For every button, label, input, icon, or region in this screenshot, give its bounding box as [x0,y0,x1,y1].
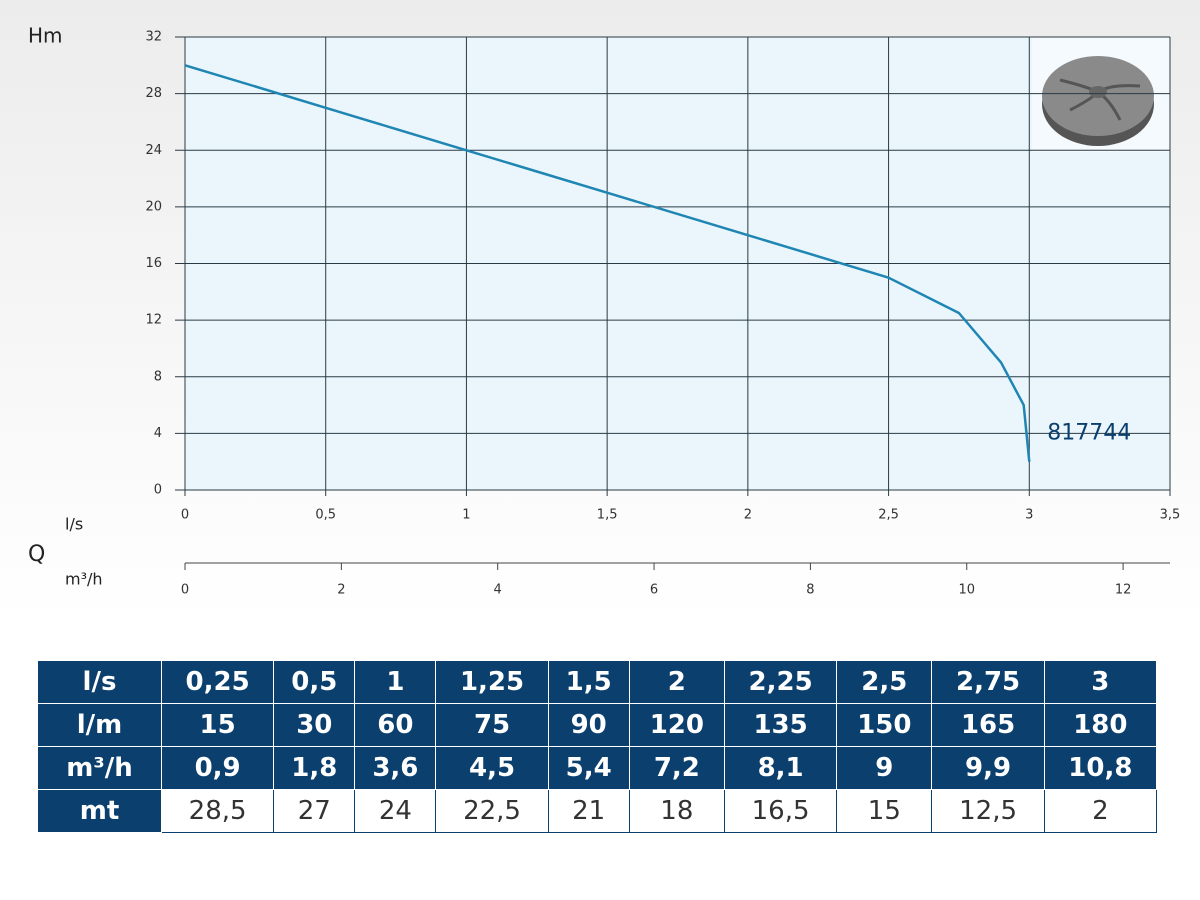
table-cell: 1,25 [435,660,549,704]
table-cell: 28,5 [160,789,275,833]
table-cell: 0,9 [160,746,275,790]
table-cell: 2 [628,660,725,704]
table-cell: 24 [354,789,437,833]
y-tick-label: 28 [145,86,162,101]
row-header: l/s [37,660,162,704]
table-cell: 9 [836,746,933,790]
table-cell: 1,8 [273,746,356,790]
table-cell: 21 [547,789,630,833]
table-cell: 60 [354,703,437,747]
table-cell: 1 [354,660,437,704]
table-cell: 2,25 [723,660,838,704]
table-cell: 15 [160,703,275,747]
y-tick-label: 8 [154,369,162,384]
table-cell: 2,5 [836,660,933,704]
x2-tick-label: 6 [650,583,658,598]
table-cell: 1,5 [547,660,630,704]
table-cell: 180 [1043,703,1158,747]
line [184,64,1031,462]
table-cell: 12,5 [931,789,1045,833]
x-tick-label: 3 [1025,508,1033,523]
table-cell: 10,8 [1043,746,1158,790]
table-cell: 2 [1043,789,1158,833]
table-row: l/m 15 30 60 75 90 120 135 150 165 180 [37,703,1158,747]
y-tick-label: 0 [154,483,162,498]
x2-axis-label: m³/h [65,570,103,589]
y-tick-label: 32 [145,30,162,45]
data-table: l/s 0,25 0,5 1 1,25 1,5 2 2,25 2,5 2,75 3 l/m 15 30 60… [37,660,1158,833]
legend-label: 817744 [1047,420,1131,445]
row-header: m³/h [37,746,162,790]
x2-tick-label: 8 [806,583,814,598]
row-header: l/m [37,703,162,747]
table-cell: 27 [273,789,356,833]
impeller-image [1032,37,1170,152]
table-cell: 75 [435,703,549,747]
table-row: mt 28,5 27 24 22,5 21 18 16,5 15 12,5 2 [37,789,1158,833]
table-row: l/s 0,25 0,5 1 1,25 1,5 2 2,25 2,5 2,75 3 [37,660,1158,704]
table-cell: 30 [273,703,356,747]
x-tick-label: 1 [462,508,470,523]
table-cell: 22,5 [435,789,549,833]
y-tick-label: 16 [145,256,162,271]
x-tick-label: 2,5 [878,508,899,523]
table-row: m³/h 0,9 1,8 3,6 4,5 5,4 7,2 8,1 9 9,9 10,8 [37,746,1158,790]
table-cell: 15 [836,789,933,833]
x2-tick-label: 0 [181,583,189,598]
x-tick-label: 0,5 [315,508,336,523]
x2-tick-label: 10 [958,583,975,598]
table-cell: 18 [628,789,725,833]
table-cell: 3 [1043,660,1158,704]
table-cell: 90 [547,703,630,747]
y-tick-label: 4 [154,426,162,441]
x2-tick-label: 4 [494,583,502,598]
y-tick-label: 24 [145,143,162,158]
table-cell: 16,5 [723,789,838,833]
x2-tick-label: 12 [1115,583,1132,598]
x-tick-label: 0 [181,508,189,523]
table-cell: 8,1 [723,746,838,790]
row-header: mt [37,789,162,833]
x-tick-label: 3,5 [1160,508,1181,523]
table-cell: 0,25 [160,660,275,704]
x-axis-label: l/s [65,515,83,534]
table-cell: 3,6 [354,746,437,790]
table-cell: 120 [628,703,725,747]
y-tick-label: 20 [145,199,162,214]
x-tick-label: 1,5 [597,508,618,523]
table-cell: 5,4 [547,746,630,790]
q-label: Q [28,542,45,567]
table-cell: 4,5 [435,746,549,790]
table-cell: 165 [931,703,1045,747]
table-cell: 9,9 [931,746,1045,790]
table-cell: 135 [723,703,838,747]
y-axis-label: Hm [28,24,63,48]
table-cell: 0,5 [273,660,356,704]
table-cell: 2,75 [931,660,1045,704]
table-cell: 7,2 [628,746,725,790]
x-tick-label: 2 [744,508,752,523]
y-tick-label: 12 [145,313,162,328]
x2-tick-label: 2 [337,583,345,598]
table-cell: 150 [836,703,933,747]
